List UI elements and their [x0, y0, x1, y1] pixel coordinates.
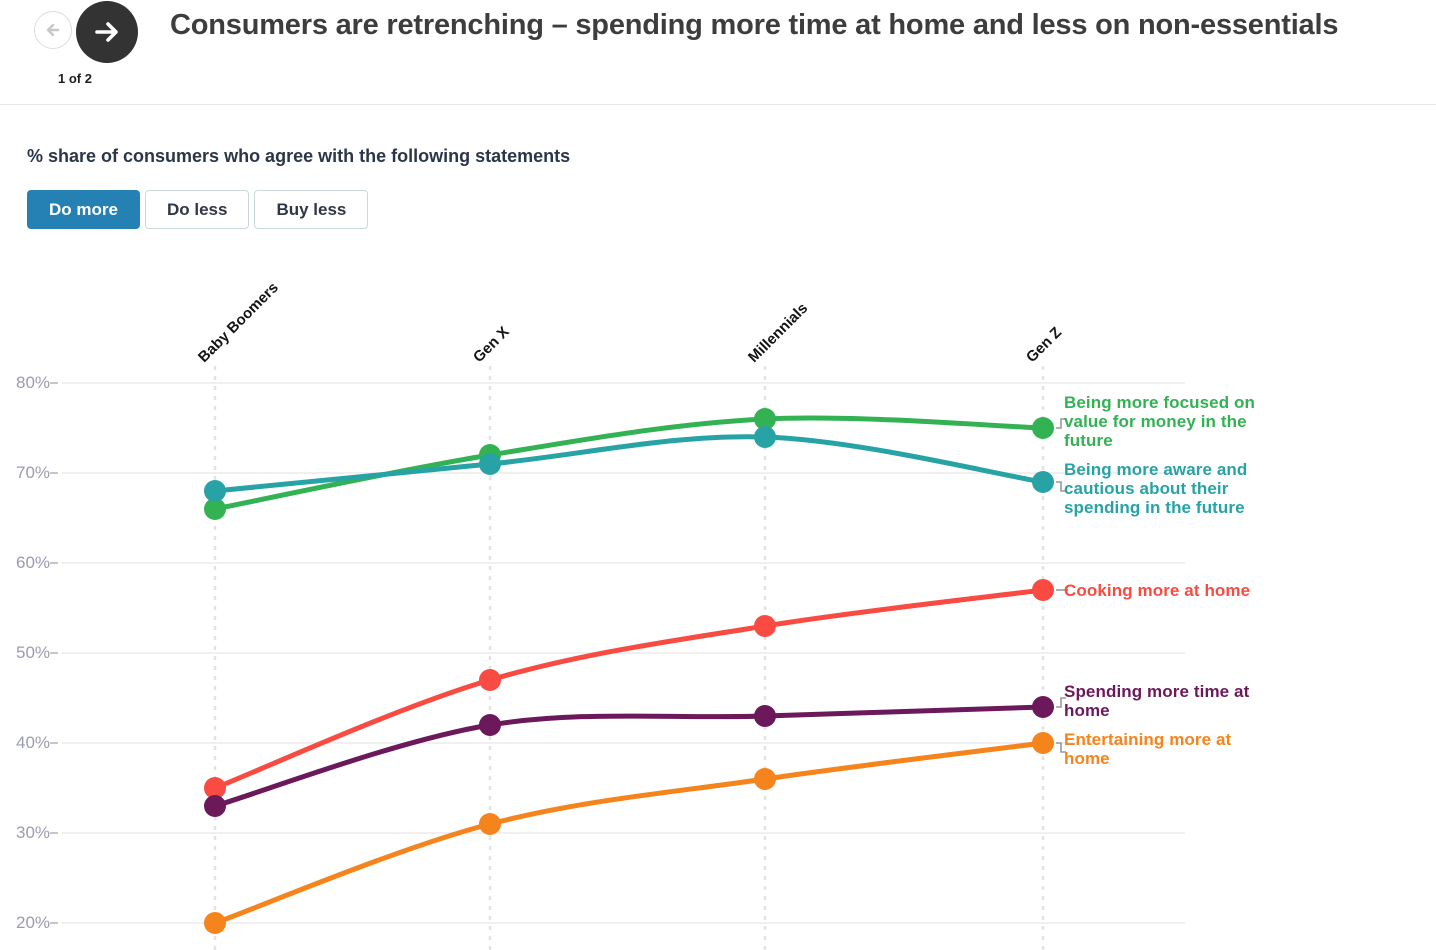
data-point-baby-boomers-being-more-aware-and-cautious-about-their-spending-in-the-future	[204, 480, 226, 502]
legend-leader-being-more-focused-on-value-for-money-in-the-future	[1056, 418, 1066, 429]
data-point-gen-z-cooking-more-at-home	[1032, 579, 1054, 601]
y-axis-label-80: 80%	[16, 373, 51, 392]
data-point-gen-x-being-more-aware-and-cautious-about-their-spending-in-the-future	[479, 453, 501, 475]
data-point-gen-x-spending-more-time-at-home	[479, 714, 501, 736]
y-axis-label-60: 60%	[16, 553, 51, 572]
series-line-being-more-focused-on-value-for-money-in-the-future	[212, 415, 1046, 512]
tab-do-less[interactable]: Do less	[144, 190, 250, 229]
legend-leader-entertaining-more-at-home	[1056, 742, 1066, 753]
tab-group: Do more Do less Buy less	[27, 190, 369, 229]
legend-label-being-more-aware-and-cautious-about-their-spending-in-the-future: Being more aware and cautious about thei…	[1064, 460, 1248, 517]
y-axis-label-20: 20%	[16, 913, 51, 932]
series-line-cooking-more-at-home	[212, 587, 1046, 791]
legend-leader-being-more-aware-and-cautious-about-their-spending-in-the-future	[1056, 481, 1066, 492]
y-axis-label-40: 40%	[16, 733, 51, 752]
data-point-millennials-being-more-focused-on-value-for-money-in-the-future	[754, 408, 776, 430]
slide-pagination: 1 of 2	[58, 71, 92, 86]
data-point-gen-z-entertaining-more-at-home	[1032, 732, 1054, 754]
data-point-gen-z-being-more-aware-and-cautious-about-their-spending-in-the-future	[1032, 471, 1054, 493]
data-point-gen-x-cooking-more-at-home	[479, 669, 501, 691]
y-axis-label-70: 70%	[16, 463, 51, 482]
data-point-baby-boomers-entertaining-more-at-home	[204, 912, 226, 934]
tab-do-more[interactable]: Do more	[27, 190, 140, 229]
data-point-gen-z-spending-more-time-at-home	[1032, 696, 1054, 718]
legend-leader-spending-more-time-at-home	[1056, 697, 1066, 708]
arrow-left-icon	[46, 23, 60, 37]
series-line-spending-more-time-at-home	[212, 704, 1046, 809]
header-bar: 1 of 2 Consumers are retrenching – spend…	[0, 0, 1436, 105]
chart-subtitle: % share of consumers who agree with the …	[27, 146, 571, 166]
data-point-baby-boomers-being-more-focused-on-value-for-money-in-the-future	[204, 498, 226, 520]
data-point-millennials-entertaining-more-at-home	[754, 768, 776, 790]
legend-label-cooking-more-at-home: Cooking more at home	[1064, 581, 1251, 600]
data-point-gen-x-entertaining-more-at-home	[479, 813, 501, 835]
series-line-entertaining-more-at-home	[212, 740, 1046, 926]
series-line-being-more-aware-and-cautious-about-their-spending-in-the-future	[212, 434, 1046, 494]
arrow-right-icon	[95, 22, 118, 42]
legend-label-being-more-focused-on-value-for-money-in-the-future: Being more focused on value for money in…	[1064, 393, 1256, 450]
data-point-gen-z-being-more-focused-on-value-for-money-in-the-future	[1032, 417, 1054, 439]
data-point-millennials-being-more-aware-and-cautious-about-their-spending-in-the-future	[754, 426, 776, 448]
data-point-baby-boomers-spending-more-time-at-home	[204, 795, 226, 817]
y-axis-label-30: 30%	[16, 823, 51, 842]
page-title: Consumers are retrenching – spending mor…	[170, 9, 1339, 41]
previous-slide-button[interactable]	[34, 11, 72, 49]
data-point-millennials-spending-more-time-at-home	[754, 705, 776, 727]
tab-buy-less[interactable]: Buy less	[254, 190, 369, 229]
legend-label-spending-more-time-at-home: Spending more time at home	[1064, 682, 1250, 720]
data-point-millennials-cooking-more-at-home	[754, 615, 776, 637]
data-point-baby-boomers-cooking-more-at-home	[204, 777, 226, 799]
next-slide-button[interactable]	[76, 1, 138, 63]
legend-label-entertaining-more-at-home: Entertaining more at home	[1064, 730, 1232, 768]
y-axis-label-50: 50%	[16, 643, 51, 662]
